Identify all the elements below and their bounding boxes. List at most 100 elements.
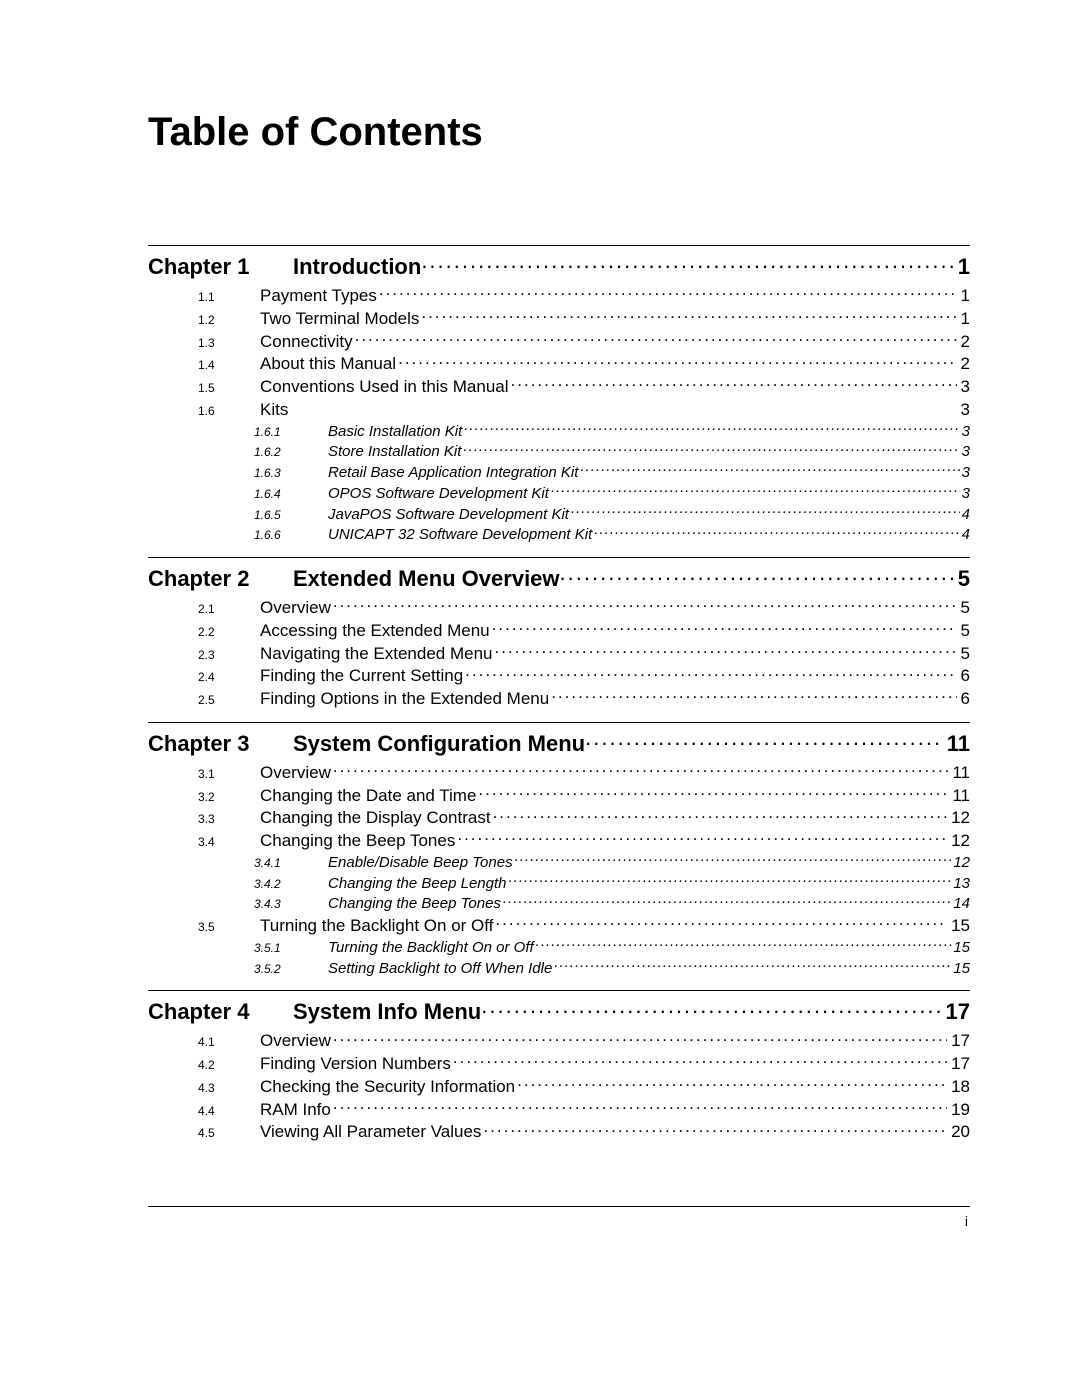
toc-entry: 2.3Navigating the Extended Menu 5 [148, 642, 970, 665]
chapter-entries: 2.1Overview 52.2Accessing the Extended M… [148, 596, 970, 710]
entry-number: 4.2 [148, 1058, 250, 1073]
toc-entry: 1.2Two Terminal Models 1 [148, 307, 970, 330]
subentry-number: 1.6.2 [148, 445, 316, 460]
toc-subentry: 3.4.1Enable/Disable Beep Tones12 [148, 852, 970, 873]
chapter-block: Chapter 4System Info Menu 174.1Overview … [148, 990, 970, 1143]
chapter-title: System Configuration Menu [293, 731, 585, 757]
leader-dots [333, 1098, 947, 1115]
toc-entry: 3.2Changing the Date and Time 11 [148, 784, 970, 807]
chapter-block: Chapter 2Extended Menu Overview 52.1Over… [148, 557, 970, 710]
entry-page: 12 [947, 807, 970, 829]
chapter-block: Chapter 3System Configuration Menu 11 3.1… [148, 722, 970, 979]
entry-page: 18 [947, 1076, 970, 1098]
subentry-title: JavaPOS Software Development Kit [328, 506, 571, 525]
leader-dots [580, 462, 959, 477]
toc-subentry: 3.5.2Setting Backlight to Off When Idle1… [148, 958, 970, 979]
entry-number: 2.4 [148, 670, 250, 685]
entry-page: 1 [957, 285, 970, 307]
chapter-title: Extended Menu Overview [293, 566, 560, 592]
subentry-number: 1.6.1 [148, 425, 316, 440]
subentry-title: Setting Backlight to Off When Idle [328, 960, 554, 979]
entry-number: 3.1 [148, 767, 250, 782]
subentry-page: 14 [951, 895, 970, 914]
entry-number: 1.4 [148, 358, 250, 373]
leader-dots [463, 441, 959, 456]
entry-page: 5 [957, 643, 970, 665]
leader-dots [594, 524, 959, 539]
entry-title: Viewing All Parameter Values [260, 1121, 483, 1143]
chapter-entries: 3.1Overview 113.2Changing the Date and T… [148, 761, 970, 979]
entry-page: 17 [947, 1053, 970, 1075]
subentry-number: 3.4.1 [148, 856, 316, 871]
toc-entry: 4.4RAM Info 19 [148, 1098, 970, 1121]
entry-page: 20 [947, 1121, 970, 1143]
toc-entry: 1.3Connectivity 2 [148, 330, 970, 353]
toc-entry: 4.5 Viewing All Parameter Values 20 [148, 1120, 970, 1143]
leader-dots [508, 873, 951, 888]
entry-title: Overview [260, 597, 333, 619]
entry-number: 2.5 [148, 693, 250, 708]
toc-subentry: 1.6.4OPOS Software Development Kit3 [148, 483, 970, 504]
subentry-title: Basic Installation Kit [328, 423, 464, 442]
toc-entry: 4.3Checking the Security Information 18 [148, 1075, 970, 1098]
chapter-page: 5 [954, 566, 970, 592]
chapter-label: Chapter 4 [148, 999, 293, 1025]
toc-entry: 3.3 Changing the Display Contrast 12 [148, 806, 970, 829]
footer-rule [148, 1206, 970, 1207]
leader-dots [464, 421, 959, 436]
entry-title: Checking the Security Information [260, 1076, 517, 1098]
chapter-page: 1 [954, 254, 970, 280]
entry-number: 3.2 [148, 790, 250, 805]
chapter-heading: Chapter 1Introduction 1 [148, 245, 970, 280]
entry-page: 1 [957, 308, 970, 330]
entry-title: Finding the Current Setting [260, 665, 465, 687]
subentry-title: OPOS Software Development Kit [328, 485, 551, 504]
leader-dots [379, 284, 957, 301]
leader-dots [551, 483, 960, 498]
entry-page: 15 [947, 915, 970, 937]
entry-page: 3 [957, 376, 970, 398]
entry-number: 2.1 [148, 602, 250, 617]
chapter-title: Introduction [293, 254, 421, 280]
entry-page: 11 [948, 762, 970, 784]
subentry-number: 1.6.4 [148, 487, 316, 502]
toc-entry: 3.4Changing the Beep Tones 12 [148, 829, 970, 852]
subentry-title: Changing the Beep Length [328, 875, 508, 894]
leader-dots [585, 729, 943, 751]
leader-dots [398, 352, 956, 369]
leader-dots [457, 829, 947, 846]
chapter-page: 17 [942, 999, 970, 1025]
entry-title: Turning the Backlight On or Off [260, 915, 495, 937]
chapter-title: System Info Menu [293, 999, 481, 1025]
entry-page: 6 [957, 688, 970, 710]
entry-page: 5 [957, 597, 970, 619]
entry-title: Two Terminal Models [260, 308, 421, 330]
footer-page-number: i [965, 1213, 968, 1229]
entry-page: 6 [957, 665, 970, 687]
entry-title: Changing the Display Contrast [260, 807, 493, 829]
subentry-number: 3.5.1 [148, 941, 316, 956]
subentry-page: 13 [951, 875, 970, 894]
entry-number: 3.3 [148, 812, 250, 827]
leader-dots [355, 330, 957, 347]
entry-page: 5 [957, 620, 970, 642]
entry-title: Finding Options in the Extended Menu [260, 688, 551, 710]
toc-subentry: 1.6.2Store Installation Kit3 [148, 441, 970, 462]
toc-entry: 2.4 Finding the Current Setting 6 [148, 664, 970, 687]
leader-dots [465, 664, 956, 681]
entry-page: 2 [957, 331, 970, 353]
toc-entry: 3.5Turning the Backlight On or Off 15 [148, 914, 970, 937]
leader-dots [333, 596, 957, 613]
chapter-label: Chapter 3 [148, 731, 293, 757]
toc-subentry: 1.6.6UNICAPT 32 Software Development Kit… [148, 524, 970, 545]
subentry-number: 3.4.3 [148, 897, 316, 912]
subentry-page: 15 [951, 960, 970, 979]
subentry-page: 12 [951, 854, 970, 873]
entry-page: 3 [941, 399, 970, 421]
entry-title: Conventions Used in this Manual [260, 376, 511, 398]
entry-number: 4.5 [148, 1126, 250, 1141]
entry-page: 19 [947, 1099, 970, 1121]
subentry-page: 4 [960, 506, 970, 525]
chapter-page: 11 [943, 731, 970, 757]
toc-subentry: 3.5.1Turning the Backlight On or Off15 [148, 937, 970, 958]
